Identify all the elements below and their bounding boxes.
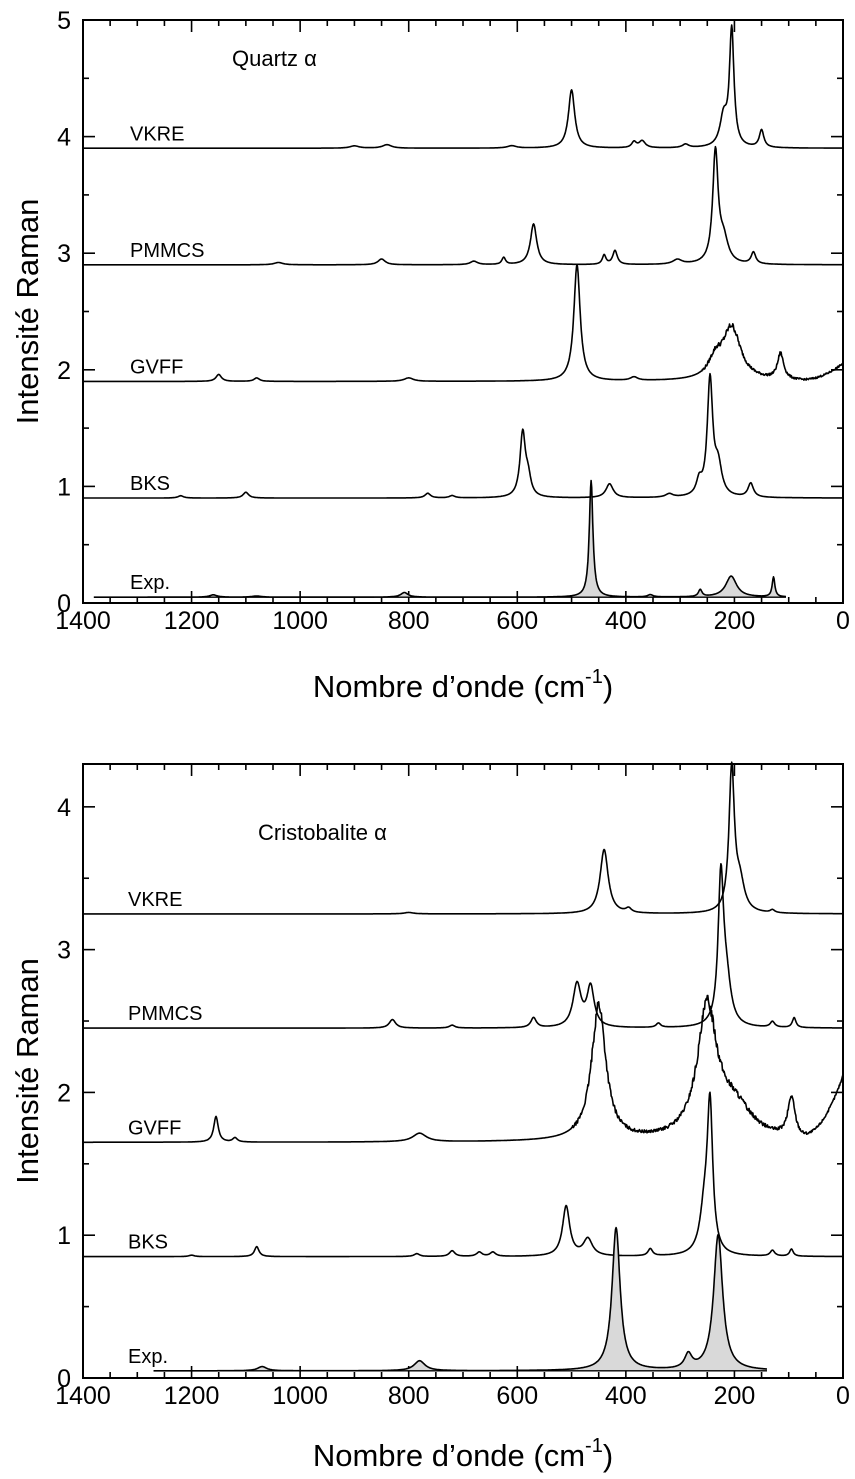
x-tick-label: 1200	[164, 1382, 220, 1410]
x-tick-label: 800	[388, 607, 430, 635]
x-tick-label: 200	[714, 1382, 756, 1410]
series-label-bks: BKS	[130, 473, 170, 495]
series-line-exp	[93, 479, 787, 598]
series-fill-exp	[153, 1227, 768, 1371]
y-axis-title: Intensité Raman	[10, 199, 45, 425]
panel-title: Quartz α	[232, 46, 317, 71]
series-line-vkre	[82, 761, 844, 915]
x-tick-label: 0	[836, 607, 850, 635]
series-line-pmmcs	[82, 145, 844, 266]
x-tick-label: 400	[605, 1382, 647, 1410]
y-tick-label: 0	[57, 1365, 71, 1393]
series-line-pmmcs	[82, 863, 844, 1029]
y-tick-label: 1	[57, 473, 71, 501]
x-tick-label: 1400	[55, 1382, 111, 1410]
series-label-bks: BKS	[128, 1232, 168, 1254]
plot-frame	[82, 763, 844, 1379]
series-label-pmmcs: PMMCS	[128, 1003, 202, 1025]
x-tick-label: 400	[605, 607, 647, 635]
y-tick-label: 1	[57, 1222, 71, 1250]
panel-2: 1400 1200 1000 800 600 400 200 0 0 1 2 3 4 Nombre d’o…	[10, 761, 850, 1473]
x-tick-label: 1200	[164, 607, 220, 635]
series-label-exp: Exp.	[128, 1346, 168, 1368]
series-line-gvff	[82, 263, 844, 383]
x-tick-label: 1400	[55, 607, 111, 635]
x-tick-label: 1000	[272, 607, 328, 635]
series-label-gvff: GVFF	[128, 1117, 181, 1139]
plot-frame	[82, 19, 844, 604]
x-axis-title: Nombre d’onde (cm-1)	[313, 666, 613, 704]
y-tick-label: 3	[57, 937, 71, 965]
series-line-bks	[82, 1091, 844, 1258]
series-label-exp: Exp.	[130, 572, 170, 594]
panel-title: Cristobalite α	[258, 820, 387, 845]
series-line-bks	[82, 372, 844, 499]
x-tick-label: 600	[496, 1382, 538, 1410]
y-tick-label: 4	[57, 124, 71, 152]
series-label-pmmcs: PMMCS	[130, 240, 204, 262]
x-tick-label: 200	[714, 607, 756, 635]
y-tick-label: 4	[57, 794, 71, 822]
series-label-vkre: VKRE	[128, 889, 182, 911]
y-tick-label: 5	[57, 7, 71, 35]
x-tick-label: 0	[836, 1382, 850, 1410]
x-tick-label: 600	[496, 607, 538, 635]
series-line-vkre	[82, 24, 844, 149]
series-line-exp	[153, 1226, 768, 1372]
x-axis-title: Nombre d’onde (cm-1)	[313, 1435, 613, 1473]
y-tick-label: 2	[57, 357, 71, 385]
series-line-gvff	[82, 994, 844, 1144]
y-tick-label: 2	[57, 1079, 71, 1107]
y-tick-label: 3	[57, 240, 71, 268]
x-tick-label: 1000	[272, 1382, 328, 1410]
series-label-gvff: GVFF	[130, 356, 183, 378]
y-axis-title: Intensité Raman	[10, 958, 45, 1184]
series-label-vkre: VKRE	[130, 123, 184, 145]
y-tick-label: 0	[57, 590, 71, 618]
panel-1: 1400 1200 1000 800 600 400 200 0 0 1 2 3 4 5 Nombre d’…	[10, 7, 850, 704]
x-tick-label: 800	[388, 1382, 430, 1410]
